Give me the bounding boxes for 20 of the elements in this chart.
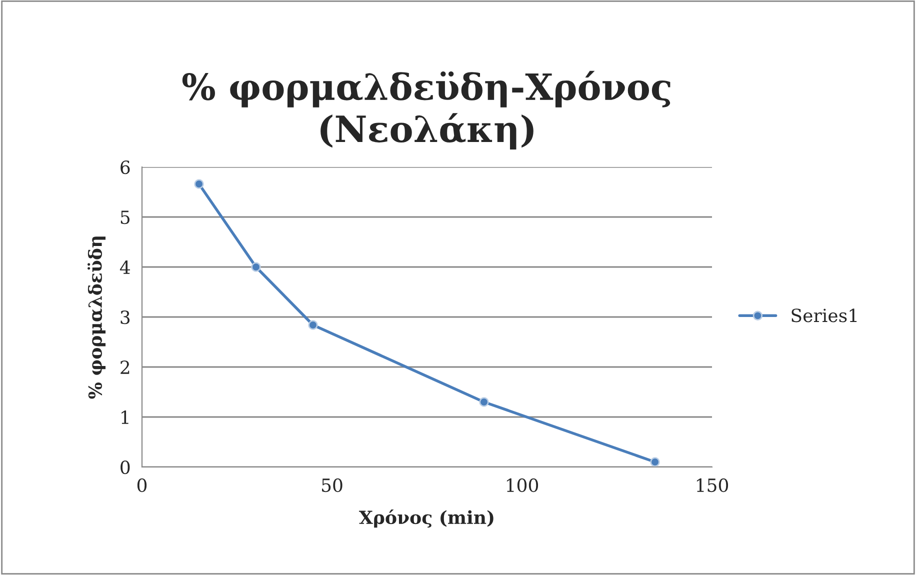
y-tick-label: 2 <box>120 360 130 374</box>
y-tick-label: 4 <box>120 260 130 274</box>
y-tick-label: 6 <box>120 160 130 174</box>
x-axis-title: Χρόνος (min) <box>359 509 494 528</box>
point <box>194 179 204 189</box>
x-tick-label: 100 <box>506 478 538 492</box>
x-tick-label: 50 <box>322 478 342 492</box>
y-axis-title: % φορμαλδεϋδη <box>88 236 106 399</box>
point <box>650 457 660 467</box>
y-tick-label: 5 <box>120 210 130 224</box>
y-tick-label: 0 <box>120 460 130 474</box>
point <box>479 397 489 407</box>
chart-title: % φορμαλδεϋδη-Χρόνος (Νεολάκη) <box>182 70 670 150</box>
point <box>308 320 318 330</box>
x-tick-label: 150 <box>696 478 728 492</box>
y-tick-label: 1 <box>122 410 128 424</box>
legend-label: Series1 <box>792 308 857 322</box>
x-tick-label: 0 <box>137 478 147 492</box>
y-tick-label: 3 <box>120 310 130 324</box>
point <box>251 262 261 272</box>
